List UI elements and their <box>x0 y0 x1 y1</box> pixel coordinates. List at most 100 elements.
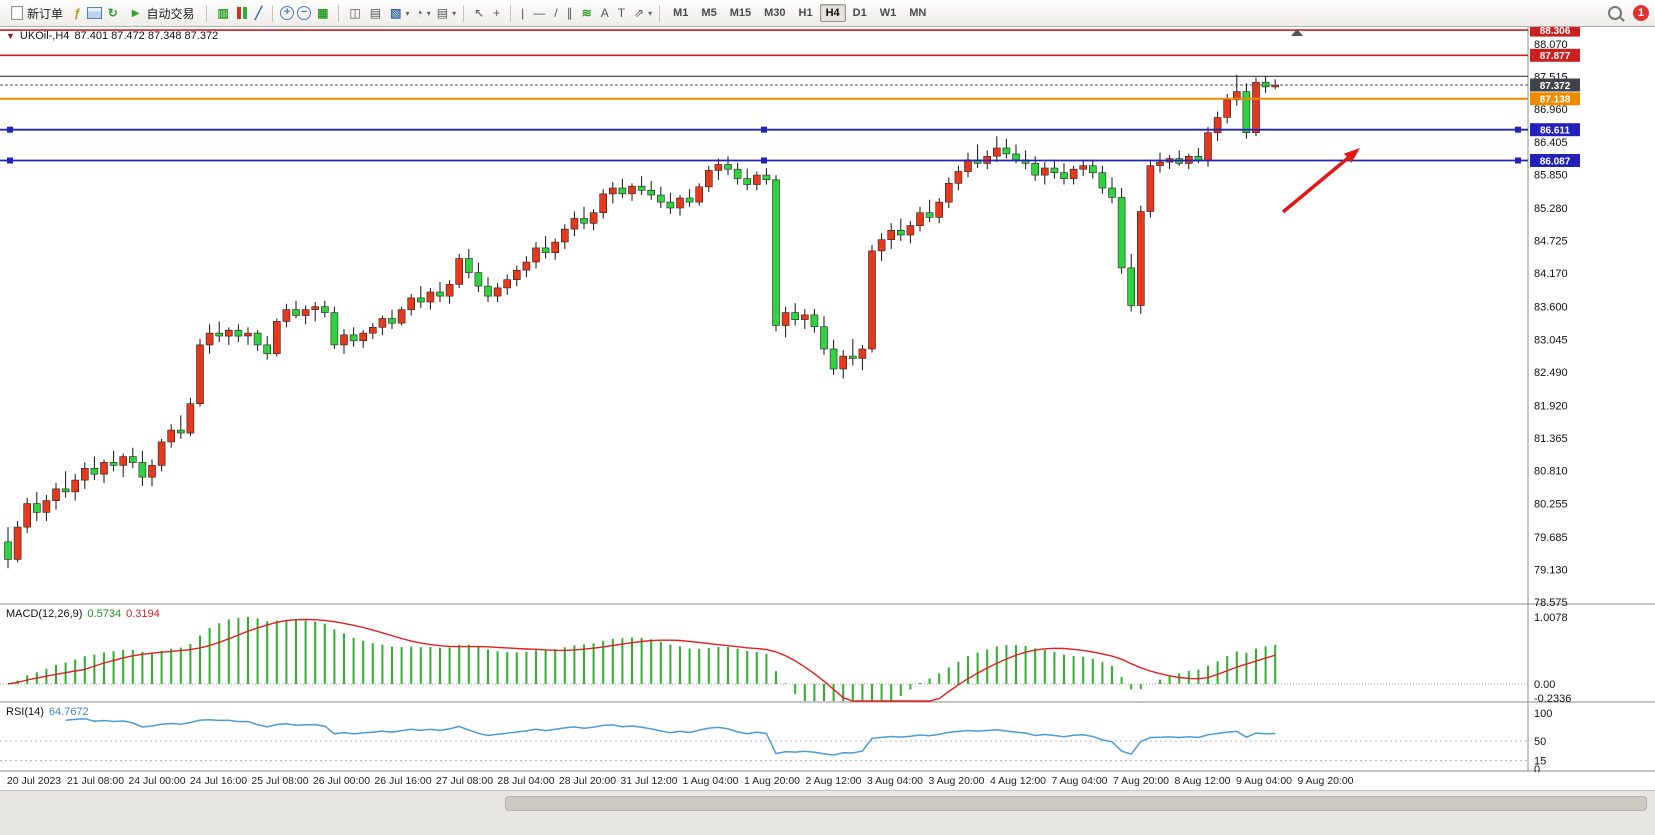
trend-arrow-head <box>1343 148 1360 163</box>
horizontal-line-tool[interactable]: — <box>533 5 546 20</box>
time-axis-label: 24 Jul 16:00 <box>189 775 248 787</box>
time-axis-label: 28 Jul 04:00 <box>497 775 555 787</box>
time-axis: 20 Jul 2023 21 Jul 08:00 24 Jul 00:00 24 Ju… <box>0 772 1655 790</box>
auto-trading-button[interactable]: ▶ 自动交易 <box>124 3 200 24</box>
main-toolbar: 新订单 ƒ ↻ ▶ 自动交易 ▥ ╱ + − ▦ ◫ ▤ ▧ ▾ ◔ ▾ ▤ ▾ ↖ … <box>0 0 1655 27</box>
time-axis-label: 26 Jul 16:00 <box>374 775 432 787</box>
time-axis-label: 1 Aug 04:00 <box>682 775 739 787</box>
time-axis-label: 4 Aug 12:00 <box>989 775 1047 787</box>
crosshair-tool-button[interactable]: + <box>493 5 501 20</box>
toolbar-separator <box>659 4 661 22</box>
timeframe-button-m30[interactable]: M30 <box>764 7 786 19</box>
new-order-icon <box>11 6 23 20</box>
time-axis-label: 27 Jul 08:00 <box>435 775 494 787</box>
rsi-indicator-label: RSI(14) 64.7672 <box>6 706 89 718</box>
search-icon[interactable] <box>1608 6 1622 20</box>
chart-area[interactable]: 88.070 87.515 86.960 86.405 85.850 85.280 84.7… <box>0 27 1655 772</box>
chart-plot[interactable]: 88.07087.51586.96086.40585.85085.28084.7… <box>0 27 1655 772</box>
zoom-out-button[interactable]: − <box>297 6 312 20</box>
svg-text:85.850: 85.850 <box>1534 170 1568 182</box>
time-axis-label: 7 Aug 04:00 <box>1051 775 1108 787</box>
svg-text:85.280: 85.280 <box>1534 203 1568 215</box>
label-tool[interactable]: T <box>617 5 626 20</box>
profiles-icon[interactable]: ↻ <box>107 5 118 20</box>
axes-layer: 88.07087.51586.96086.40585.85085.28084.7… <box>1530 27 1580 772</box>
arrange-windows-button[interactable]: ◫ <box>349 5 361 20</box>
chevron-down-icon[interactable]: ▾ <box>426 8 431 18</box>
svg-text:80.255: 80.255 <box>1534 498 1568 510</box>
svg-text:84.170: 84.170 <box>1534 268 1568 280</box>
market-watch-icon[interactable]: ƒ <box>74 5 81 20</box>
new-order-button[interactable]: 新订单 <box>6 3 68 24</box>
chevron-down-icon[interactable]: ▾ <box>405 8 410 18</box>
svg-text:80.810: 80.810 <box>1534 466 1568 478</box>
svg-text:84.725: 84.725 <box>1534 236 1568 248</box>
line-chart-button[interactable]: ╱ <box>254 5 263 20</box>
timeframe-button-h1[interactable]: H1 <box>798 7 813 19</box>
period-dropdown[interactable]: ◔ <box>415 5 423 20</box>
svg-text:87.138: 87.138 <box>1540 95 1571 106</box>
bar-chart-button[interactable]: ▥ <box>217 5 229 20</box>
chart-ohlc-values: 87.401 87.472 87.348 87.372 <box>74 30 219 42</box>
toolbar-separator <box>463 4 465 22</box>
time-axis-label: 3 Aug 20:00 <box>928 775 985 787</box>
cascade-windows-button[interactable]: ▤ <box>369 5 382 20</box>
cursor-tool-button[interactable]: ↖ <box>474 5 485 20</box>
chevron-down-icon[interactable]: ▾ <box>452 8 457 18</box>
svg-text:79.685: 79.685 <box>1534 532 1568 544</box>
play-icon: ▶ <box>131 7 140 19</box>
shapes-dropdown[interactable]: ⇗ <box>634 5 645 20</box>
bottom-scrollbar-track <box>0 790 1655 835</box>
timeframe-button-m1[interactable]: M1 <box>673 7 689 19</box>
text-tool[interactable]: A <box>600 5 609 20</box>
time-axis-label: 20 Jul 2023 <box>6 775 62 787</box>
timeframe-button-m5[interactable]: M5 <box>701 7 717 19</box>
svg-text:79.130: 79.130 <box>1534 564 1568 576</box>
time-axis-label: 21 Jul 08:00 <box>66 775 125 787</box>
chart-shift-marker <box>1291 29 1303 36</box>
time-axis-label: 2 Aug 12:00 <box>805 775 862 787</box>
svg-text:88.070: 88.070 <box>1534 39 1568 51</box>
svg-text:87.877: 87.877 <box>1540 51 1571 62</box>
fibonacci-tool[interactable]: ≋ <box>581 5 592 20</box>
auto-trading-label: 自动交易 <box>146 6 195 21</box>
time-axis-label: 31 Jul 12:00 <box>620 775 678 787</box>
new-chart-dropdown[interactable]: ▧ <box>390 5 402 20</box>
chevron-down-icon[interactable]: ▾ <box>648 8 653 18</box>
time-axis-label: 26 Jul 00:00 <box>312 775 371 787</box>
template-dropdown[interactable]: ▤ <box>436 5 449 20</box>
toolbar-separator <box>510 4 512 22</box>
svg-text:1.0078: 1.0078 <box>1534 612 1568 624</box>
trendline-tool[interactable]: / <box>554 5 558 20</box>
svg-text:86.087: 86.087 <box>1540 156 1571 167</box>
timeframe-button-mn[interactable]: MN <box>909 7 927 19</box>
notification-badge[interactable]: 1 <box>1633 5 1649 21</box>
svg-text:0: 0 <box>1534 764 1540 772</box>
annotations-layer[interactable] <box>1281 29 1360 214</box>
time-axis-label: 24 Jul 00:00 <box>128 775 186 787</box>
time-axis-label: 3 Aug 04:00 <box>866 775 924 787</box>
channel-tool[interactable]: ∥ <box>566 5 573 20</box>
svg-text:81.365: 81.365 <box>1534 433 1568 445</box>
horizontal-lines-layer[interactable] <box>0 29 1528 164</box>
svg-text:83.045: 83.045 <box>1534 334 1568 346</box>
tile-windows-button[interactable]: ▦ <box>317 5 329 20</box>
candlestick-chart-button[interactable] <box>234 7 249 19</box>
time-axis-label: 7 Aug 20:00 <box>1112 775 1170 787</box>
indicator-layers <box>0 617 1528 762</box>
svg-text:86.611: 86.611 <box>1540 126 1570 137</box>
candles-layer <box>4 74 1279 569</box>
new-chart-icon[interactable] <box>86 7 102 19</box>
zoom-in-button[interactable]: + <box>280 6 295 20</box>
timeframe-button-m15[interactable]: M15 <box>729 7 752 19</box>
panel-separators <box>0 27 1655 772</box>
vertical-line-tool[interactable]: | <box>521 5 525 20</box>
toolbar-separator <box>206 4 208 22</box>
horizontal-scrollbar-thumb[interactable] <box>505 796 1647 811</box>
timeframe-button-w1[interactable]: W1 <box>879 7 897 19</box>
timeframe-button-d1[interactable]: D1 <box>852 7 867 19</box>
timeframe-toolbar: M1 M5 M15 M30 H1 H4 D1 W1 MN <box>667 4 932 22</box>
timeframe-button-h4[interactable]: H4 <box>819 4 846 22</box>
svg-text:88.306: 88.306 <box>1540 27 1571 37</box>
